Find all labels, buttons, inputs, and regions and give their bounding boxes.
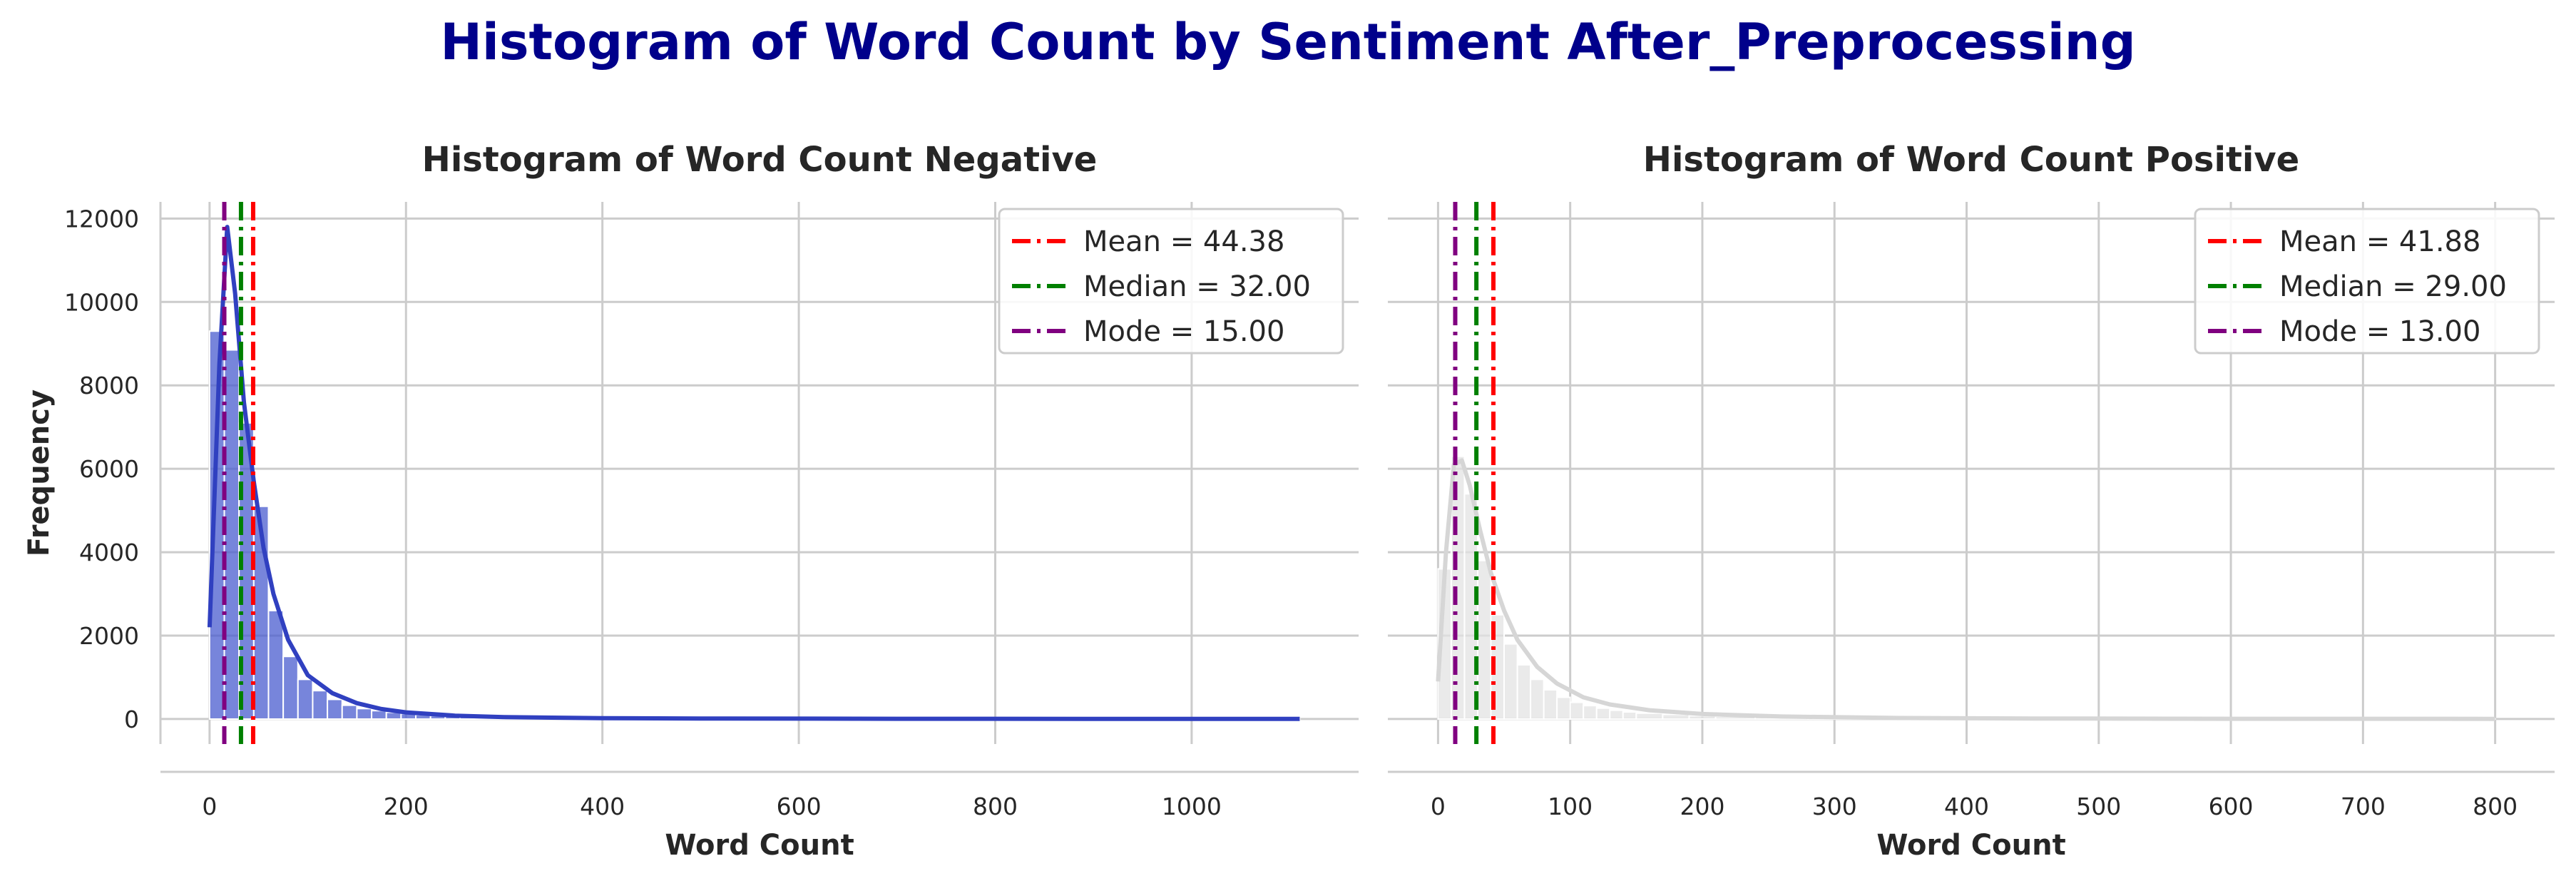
y-tick-label: 4000	[79, 539, 139, 566]
y-tick-label: 6000	[79, 455, 139, 483]
x-tick-label: 1000	[1162, 793, 1222, 820]
legend-entry: Mean = 44.38	[1083, 225, 1284, 258]
x-tick-label: 500	[2076, 793, 2121, 820]
y-tick-label: 0	[124, 706, 139, 733]
histogram-bar	[1635, 712, 1664, 720]
y-tick-label: 2000	[79, 622, 139, 650]
histogram-bar	[1595, 707, 1611, 720]
histogram-bar	[1476, 559, 1492, 720]
x-tick-label: 200	[1680, 793, 1724, 820]
x-tick-label: 300	[1812, 793, 1857, 820]
legend: Mean = 44.38 Median = 32.00 Mode = 15.00	[998, 208, 1344, 355]
y-tick-label: 12000	[64, 205, 139, 233]
negative-histogram-panel: 0 200 400 600 800 100002000400060008000100001…	[23, 140, 1359, 862]
histogram-bar	[312, 690, 329, 720]
x-tick-label: 0	[1431, 793, 1446, 820]
y-tick-label: 8000	[79, 372, 139, 399]
x-tick-label: 600	[2209, 793, 2254, 820]
histogram-bar	[1516, 663, 1532, 720]
y-axis-label: Frequency	[23, 389, 56, 556]
legend: Mean = 41.88 Median = 29.00 Mode = 13.00	[2194, 208, 2540, 355]
histogram-bar	[223, 349, 240, 720]
histogram-bar	[1530, 678, 1545, 720]
legend-entry: Median = 29.00	[2279, 270, 2507, 303]
histogram-bar	[341, 704, 358, 720]
legend-entry: Mode = 13.00	[2279, 315, 2480, 348]
y-tick-label: 10000	[64, 288, 139, 316]
kde-curve	[1436, 458, 2495, 721]
panel-title: Histogram of Word Count Positive	[1643, 140, 2299, 180]
histogram-bar	[1662, 713, 1690, 720]
figure-title: Histogram of Word Count by Sentiment Aft…	[440, 13, 2136, 71]
legend-entry: Mean = 41.88	[2279, 225, 2480, 258]
histogram-bar	[1569, 701, 1585, 720]
histogram-bar	[356, 708, 373, 720]
x-tick-label: 400	[580, 793, 625, 820]
x-tick-label: 100	[1548, 793, 1593, 820]
histogram-bar	[1609, 709, 1624, 720]
histogram-bar	[297, 678, 314, 720]
legend-box	[998, 208, 1344, 355]
legend-entry: Median = 32.00	[1083, 270, 1311, 303]
x-axis-label: Word Count	[665, 829, 854, 862]
histogram-bar	[1622, 711, 1637, 720]
x-tick-label: 200	[384, 793, 429, 820]
x-tick-label: 800	[973, 793, 1018, 820]
histogram-bar	[327, 698, 343, 720]
histogram-bar	[1556, 696, 1571, 720]
histogram-bar	[1503, 643, 1518, 720]
panel-title: Histogram of Word Count Negative	[422, 140, 1098, 180]
legend-entry: Mode = 15.00	[1083, 315, 1284, 348]
kde-curve	[207, 225, 1300, 721]
histogram-bar	[1583, 705, 1598, 720]
histogram-bar	[371, 710, 387, 720]
x-tick-label: 0	[202, 793, 217, 820]
x-tick-label: 800	[2473, 793, 2518, 820]
histogram-bar	[1543, 689, 1558, 720]
legend-box	[2194, 208, 2540, 355]
x-tick-label: 700	[2341, 793, 2386, 820]
x-axis-label: Word Count	[1876, 829, 2065, 862]
histogram-bar	[282, 656, 299, 720]
positive-histogram-panel: 0 100 200 300 400 500 600 700 800 Histogram of Wo…	[1388, 140, 2555, 862]
x-tick-label: 600	[777, 793, 822, 820]
histogram-bar	[267, 609, 285, 720]
x-tick-label: 400	[1944, 793, 1989, 820]
